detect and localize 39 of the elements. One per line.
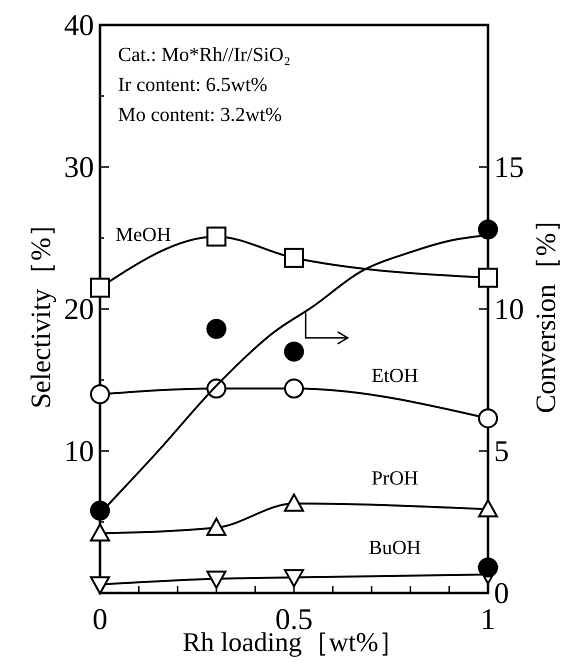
point [90, 278, 110, 298]
point [478, 219, 498, 240]
y2-tick-label: 0 [494, 577, 509, 610]
series-label: BuOH [368, 536, 421, 559]
annotation: Cat.: Mo*Rh//Ir/SiO₂ [118, 44, 291, 66]
point [478, 268, 498, 288]
series-label: EtOH [372, 365, 418, 388]
point [206, 318, 226, 339]
y-tick-label: 20 [64, 293, 94, 326]
point [206, 518, 226, 536]
y-tick-label: 40 [64, 9, 94, 42]
y-tick-label: 30 [64, 151, 94, 184]
point [90, 523, 110, 542]
point [90, 384, 110, 404]
point [206, 226, 226, 247]
point [284, 494, 304, 512]
y2-axis-title: Conversion［%］ [531, 204, 562, 414]
point [284, 248, 304, 268]
y-axis-title: Selectivity［%］ [26, 209, 57, 409]
y2-tick-label: 5 [494, 435, 509, 468]
point [90, 576, 110, 594]
x-tick-label: 1 [480, 603, 496, 636]
y2-tick-label: 15 [494, 151, 524, 184]
point [284, 569, 304, 588]
point [478, 499, 498, 518]
x-tick-label: 0 [92, 603, 108, 636]
point [284, 342, 304, 362]
x-tick-label: 0.5 [275, 603, 313, 636]
y2-tick-label: 10 [494, 293, 524, 326]
point [284, 378, 304, 399]
point [478, 408, 498, 428]
series-label: PrOH [372, 467, 418, 490]
y-tick-label: 10 [64, 435, 94, 468]
point [206, 570, 226, 589]
annotation: Mo content: 3.2wt% [118, 104, 282, 126]
point [478, 557, 498, 578]
series-label: MeOH [116, 224, 172, 246]
annotation: Ir content: 6.5wt% [118, 74, 268, 96]
point [90, 500, 110, 521]
